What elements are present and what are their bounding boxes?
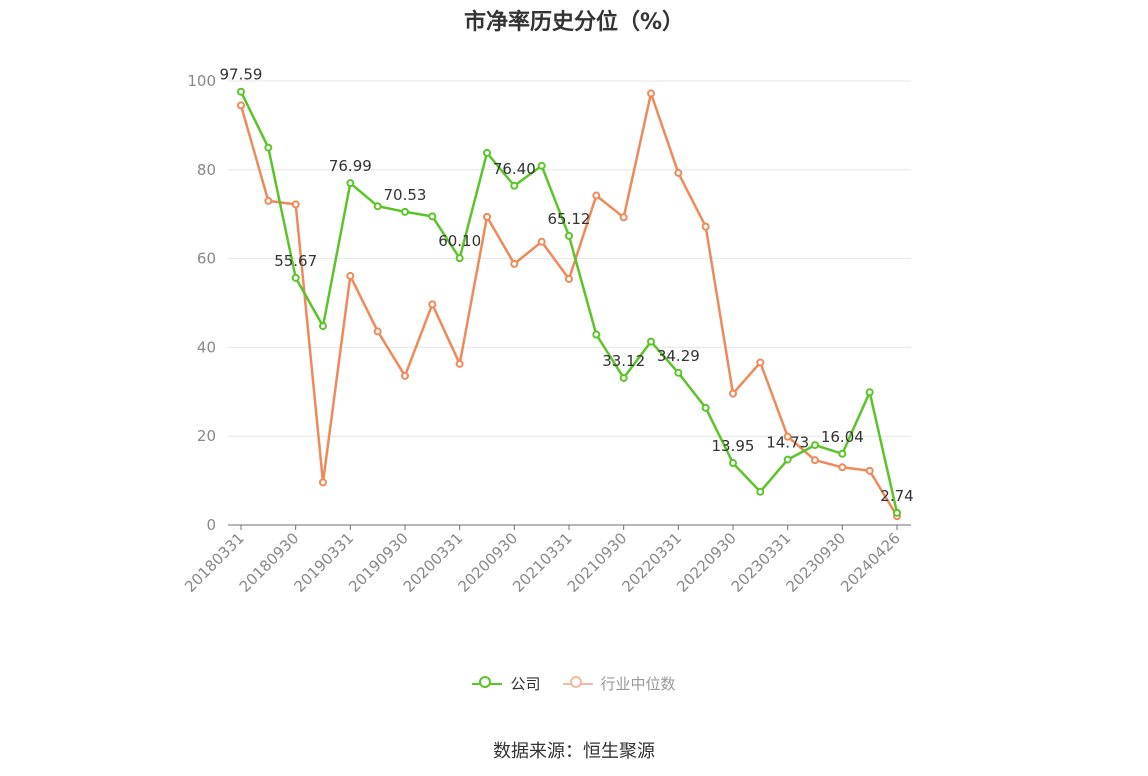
data-label: 16.04 [821, 428, 864, 446]
company-point [783, 455, 792, 464]
industry-point [373, 327, 382, 336]
industry-point [674, 168, 683, 177]
company-point [838, 449, 847, 458]
y-tick-label: 40 [197, 338, 216, 356]
legend-company-label: 公司 [510, 675, 541, 693]
chart-title: 市净率历史分位（%） [463, 10, 685, 35]
industry-point [838, 463, 847, 472]
company-point [264, 143, 273, 152]
y-tick-label: 20 [197, 427, 216, 445]
industry-point [319, 478, 327, 487]
industry-point [428, 300, 437, 309]
company-point [346, 179, 355, 188]
data-label: 55.67 [274, 252, 317, 270]
y-tick-label: 0 [206, 516, 216, 534]
industry-point [537, 237, 546, 246]
industry-point [565, 275, 573, 284]
data-label: 97.59 [220, 66, 263, 84]
industry-point [401, 371, 409, 380]
company-point [592, 330, 601, 339]
y-tick-label: 100 [187, 72, 216, 90]
industry-point [701, 222, 710, 231]
company-point [373, 202, 382, 211]
industry-point [510, 259, 519, 268]
company-point [537, 161, 546, 170]
data-label: 13.95 [712, 437, 755, 455]
legend-company-marker [472, 675, 503, 688]
legend: 公司 行业中位数 [0, 673, 1148, 694]
industry-point [619, 213, 628, 222]
company-point [510, 181, 519, 190]
data-label: 65.12 [548, 210, 591, 228]
industry-point [783, 432, 792, 441]
data-label: 34.29 [657, 347, 700, 365]
data-label: 33.12 [602, 352, 645, 370]
data-label: 14.73 [766, 434, 809, 452]
data-label: 2.74 [880, 487, 913, 505]
industry-point [483, 212, 491, 221]
company-point [893, 508, 901, 517]
industry-point [865, 466, 874, 475]
company-point [756, 487, 765, 496]
company-point [237, 87, 245, 96]
legend-industry-marker [562, 675, 593, 688]
company-point [319, 322, 327, 331]
company-point [674, 368, 683, 377]
data-source: 数据来源：恒生聚源 [493, 741, 655, 762]
industry-point [647, 89, 655, 98]
data-label: 76.99 [329, 157, 372, 175]
industry-point [811, 456, 819, 465]
industry-point [291, 200, 300, 209]
company-point [428, 212, 437, 221]
industry-point [756, 358, 765, 367]
company-point [401, 207, 409, 216]
industry-point [729, 389, 737, 398]
company-point [291, 273, 300, 282]
legend-industry-label: 行业中位数 [600, 675, 676, 693]
legend-item-industry[interactable]: 行业中位数 [562, 673, 676, 694]
industry-point [264, 196, 273, 205]
company-point [729, 459, 737, 468]
company-point [483, 148, 491, 157]
company-point [811, 441, 819, 450]
company-point [647, 337, 655, 346]
y-tick-label: 60 [197, 250, 216, 268]
company-point [865, 388, 874, 397]
industry-point [455, 359, 464, 368]
data-label: 70.53 [384, 186, 427, 204]
legend-item-company[interactable]: 公司 [472, 673, 541, 694]
company-point [619, 373, 628, 382]
x-tick-label: 20240426 [837, 529, 904, 596]
company-point [701, 403, 710, 412]
data-label: 76.40 [493, 160, 536, 178]
y-tick-label: 80 [197, 161, 216, 179]
data-label: 60.10 [438, 232, 481, 250]
industry-point [237, 101, 245, 110]
company-point [455, 254, 464, 263]
industry-point [592, 191, 601, 200]
company-point [565, 231, 573, 240]
industry-point [346, 271, 355, 280]
